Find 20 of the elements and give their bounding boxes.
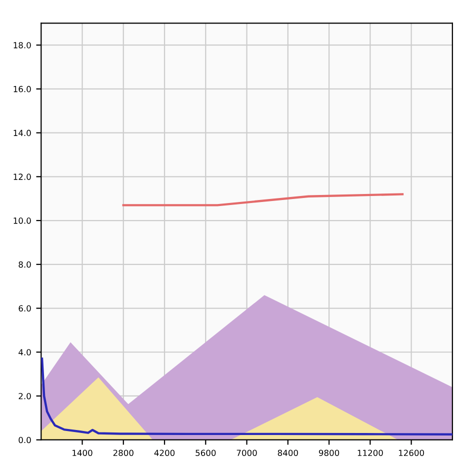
- y-tick-label: 18.0: [14, 42, 31, 48]
- x-tick-label: 5600: [196, 450, 216, 456]
- y-tick-label: 2.0: [18, 392, 31, 400]
- x-tick-label: 8400: [278, 450, 298, 456]
- x-tick-label: 11200: [358, 450, 383, 456]
- x-tick-label: 4200: [154, 450, 175, 456]
- y-tick-label: 0.0: [18, 436, 31, 444]
- y-tick-label: 12.0: [14, 174, 31, 180]
- y-tick-label: 6.0: [18, 305, 31, 312]
- x-tick-label: 2800: [113, 450, 134, 456]
- x-tick-label: 12600: [398, 450, 424, 456]
- x-tick-label: 9800: [318, 450, 340, 456]
- line-series: [41, 358, 452, 436]
- x-tick-label: 7000: [236, 450, 257, 456]
- y-tick-label: 16.0: [14, 86, 31, 92]
- y-tick-label: 8.0: [18, 261, 31, 268]
- y-tick-label: 14.0: [14, 130, 31, 136]
- y-tick-label: 4.0: [18, 349, 31, 356]
- y-tick-label: 10.0: [14, 218, 31, 224]
- x-tick-label: 1400: [72, 450, 92, 456]
